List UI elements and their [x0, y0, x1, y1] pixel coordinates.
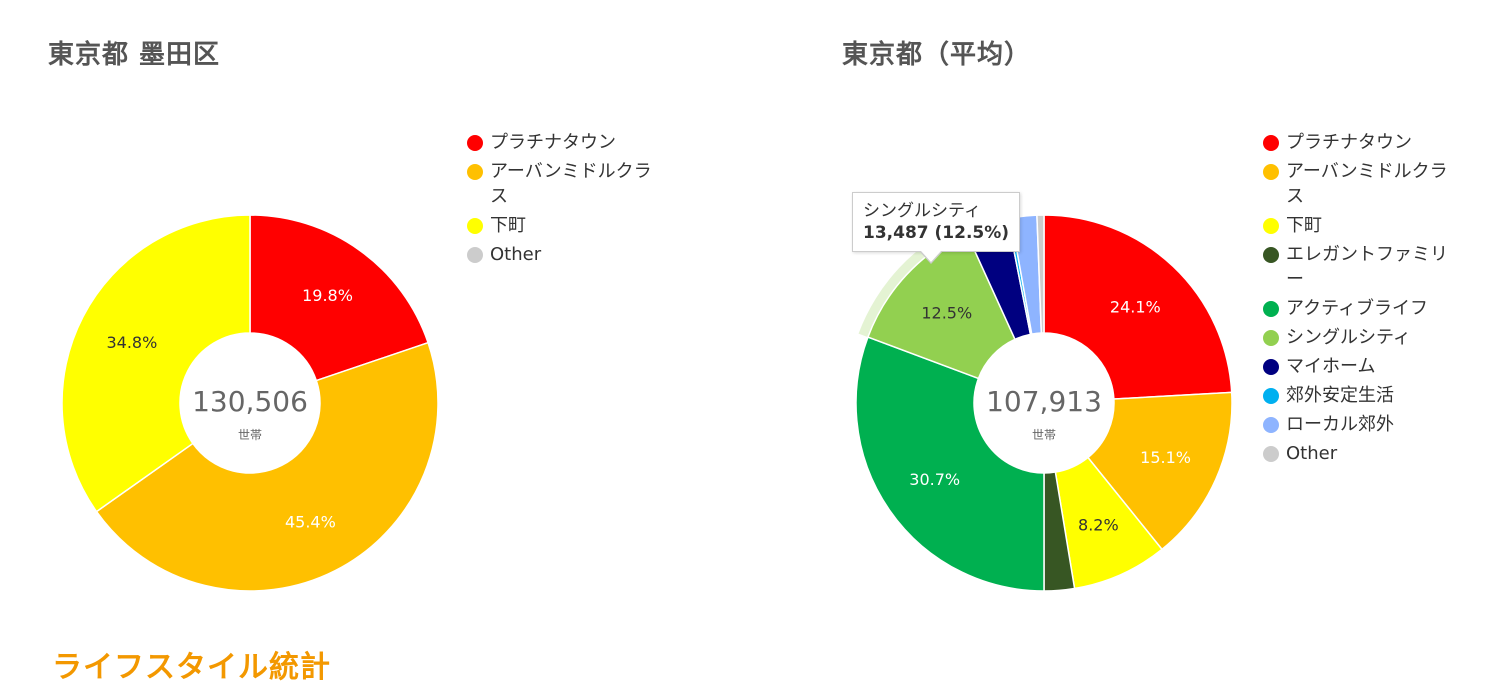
legend-label: シングルシティ — [1286, 327, 1411, 348]
legend-item-tokyo-item-1[interactable]: アーバンミドルクラス — [1262, 159, 1462, 209]
tooltip-label: シングルシティ — [863, 201, 981, 221]
section-heading-lifestyle: ライフスタイル統計 — [52, 650, 331, 685]
legend-item-sumida-item-2[interactable]: 下町 — [466, 213, 666, 238]
legend-item-tokyo-item-5[interactable]: シングルシティ — [1262, 325, 1462, 350]
center-total-value: 130,506 — [192, 385, 308, 418]
legend-item-sumida-item-0[interactable]: プラチナタウン — [466, 130, 666, 155]
legend-label: ローカル郊外 — [1286, 414, 1394, 435]
legend-label: アーバンミドルクラス — [490, 161, 652, 207]
center-total-unit: 世帯 — [238, 428, 262, 442]
legend-dot-icon — [1263, 247, 1279, 263]
legend-label: 下町 — [1286, 215, 1322, 236]
legend-dot-icon — [1263, 359, 1279, 375]
legend-label: マイホーム — [1286, 356, 1376, 377]
legend-item-tokyo-item-0[interactable]: プラチナタウン — [1262, 130, 1462, 155]
legend-item-tokyo-item-2[interactable]: 下町 — [1262, 213, 1462, 238]
legend-tokyo-average: プラチナタウンアーバンミドルクラス下町エレガントファミリーアクティブライフ シング… — [1262, 130, 1462, 470]
donut-center — [974, 333, 1114, 473]
legend-label: プラチナタウン — [490, 132, 616, 153]
legend-dot-icon — [1263, 135, 1279, 151]
legend-item-sumida-other[interactable]: Other — [466, 242, 666, 267]
legend-label: プラチナタウン — [1286, 132, 1412, 153]
legend-label: エレガントファミリー — [1286, 244, 1448, 290]
pie-slice-label: 30.7% — [909, 470, 960, 489]
legend-label: Other — [1286, 443, 1338, 464]
legend-dot-icon — [467, 218, 483, 234]
legend-dot-icon — [1263, 218, 1279, 234]
legend-item-tokyo-item-4[interactable]: アクティブライフ — [1262, 296, 1462, 321]
legend-dot-icon — [1263, 301, 1279, 317]
chart-title-tokyo-average: 東京都（平均） — [842, 40, 1032, 70]
chart-title-sumida: 東京都 墨田区 — [48, 40, 221, 70]
legend-item-tokyo-item-3[interactable]: エレガントファミリー — [1262, 242, 1462, 292]
legend-item-tokyo-other[interactable]: Other — [1262, 441, 1462, 466]
pie-slice-label: 24.1% — [1110, 297, 1161, 316]
pie-slice-label: 19.8% — [302, 286, 353, 305]
legend-item-tokyo-item-6[interactable]: マイホーム — [1262, 354, 1462, 379]
legend-dot-icon — [1263, 446, 1279, 462]
tooltip-value: 13,487 (12.5%) — [863, 223, 1010, 243]
pie-slice-label: 34.8% — [106, 333, 157, 352]
legend-dot-icon — [467, 247, 483, 263]
legend-dot-icon — [1263, 164, 1279, 180]
center-total-unit: 世帯 — [1032, 428, 1056, 442]
pie-slice-label: 45.4% — [285, 513, 336, 532]
donut-chart-tokyo-average: 24.1% 15.1% 8.2% 30.7% 12.5% 107,913 世帯 — [855, 214, 1233, 592]
pie-slice-label: 15.1% — [1140, 448, 1191, 467]
legend-sumida: プラチナタウンアーバンミドルクラス下町 Other — [466, 130, 666, 271]
legend-item-sumida-item-1[interactable]: アーバンミドルクラス — [466, 159, 666, 209]
legend-dot-icon — [1263, 330, 1279, 346]
donut-center — [180, 333, 320, 473]
legend-dot-icon — [467, 164, 483, 180]
legend-item-tokyo-item-7[interactable]: 郊外安定生活 — [1262, 383, 1462, 408]
center-total-value: 107,913 — [986, 385, 1102, 418]
legend-dot-icon — [1263, 417, 1279, 433]
legend-dot-icon — [467, 135, 483, 151]
legend-label: 郊外安定生活 — [1286, 385, 1394, 406]
legend-label: アーバンミドルクラス — [1286, 161, 1448, 207]
legend-dot-icon — [1263, 388, 1279, 404]
legend-label: 下町 — [490, 215, 526, 236]
chart-tooltip: シングルシティ 13,487 (12.5%) — [852, 192, 1021, 264]
pie-slice-label: 12.5% — [921, 303, 972, 322]
donut-chart-sumida: 19.8% 45.4% 34.8% 130,506 世帯 — [61, 214, 439, 592]
legend-item-tokyo-item-8[interactable]: ローカル郊外 — [1262, 412, 1462, 437]
legend-label: アクティブライフ — [1286, 298, 1429, 319]
pie-slice-label: 8.2% — [1078, 515, 1119, 534]
legend-label: Other — [490, 244, 542, 265]
